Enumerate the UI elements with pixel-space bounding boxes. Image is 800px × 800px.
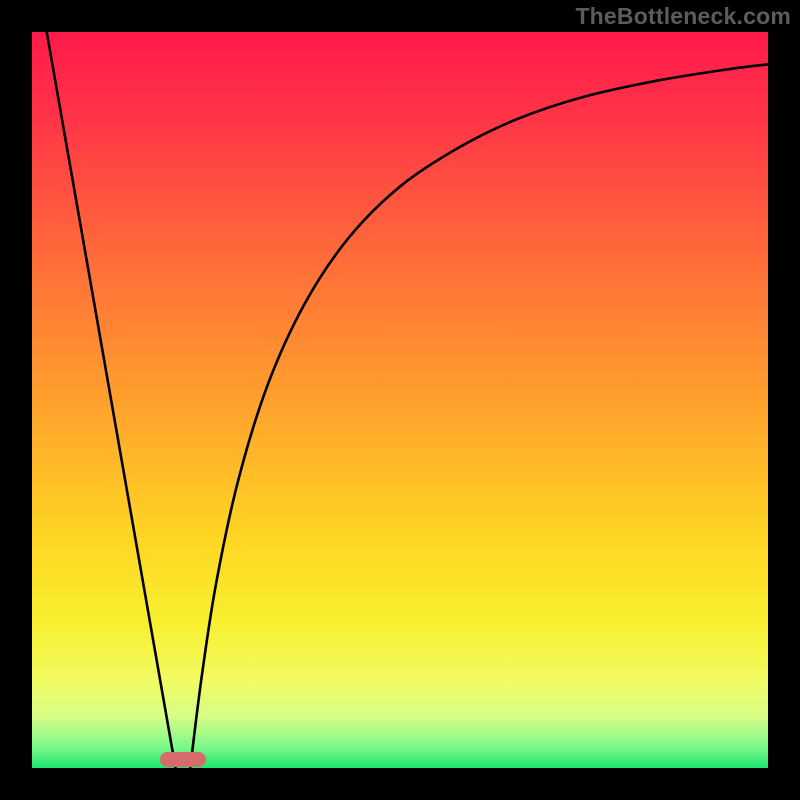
curve-right-segment xyxy=(190,64,768,768)
plot-area xyxy=(32,32,768,768)
optimal-zone-marker xyxy=(160,752,206,767)
chart-frame xyxy=(0,0,800,800)
bottleneck-curve xyxy=(32,32,768,768)
curve-left-segment xyxy=(47,32,176,768)
watermark-text: TheBottleneck.com xyxy=(575,3,791,30)
